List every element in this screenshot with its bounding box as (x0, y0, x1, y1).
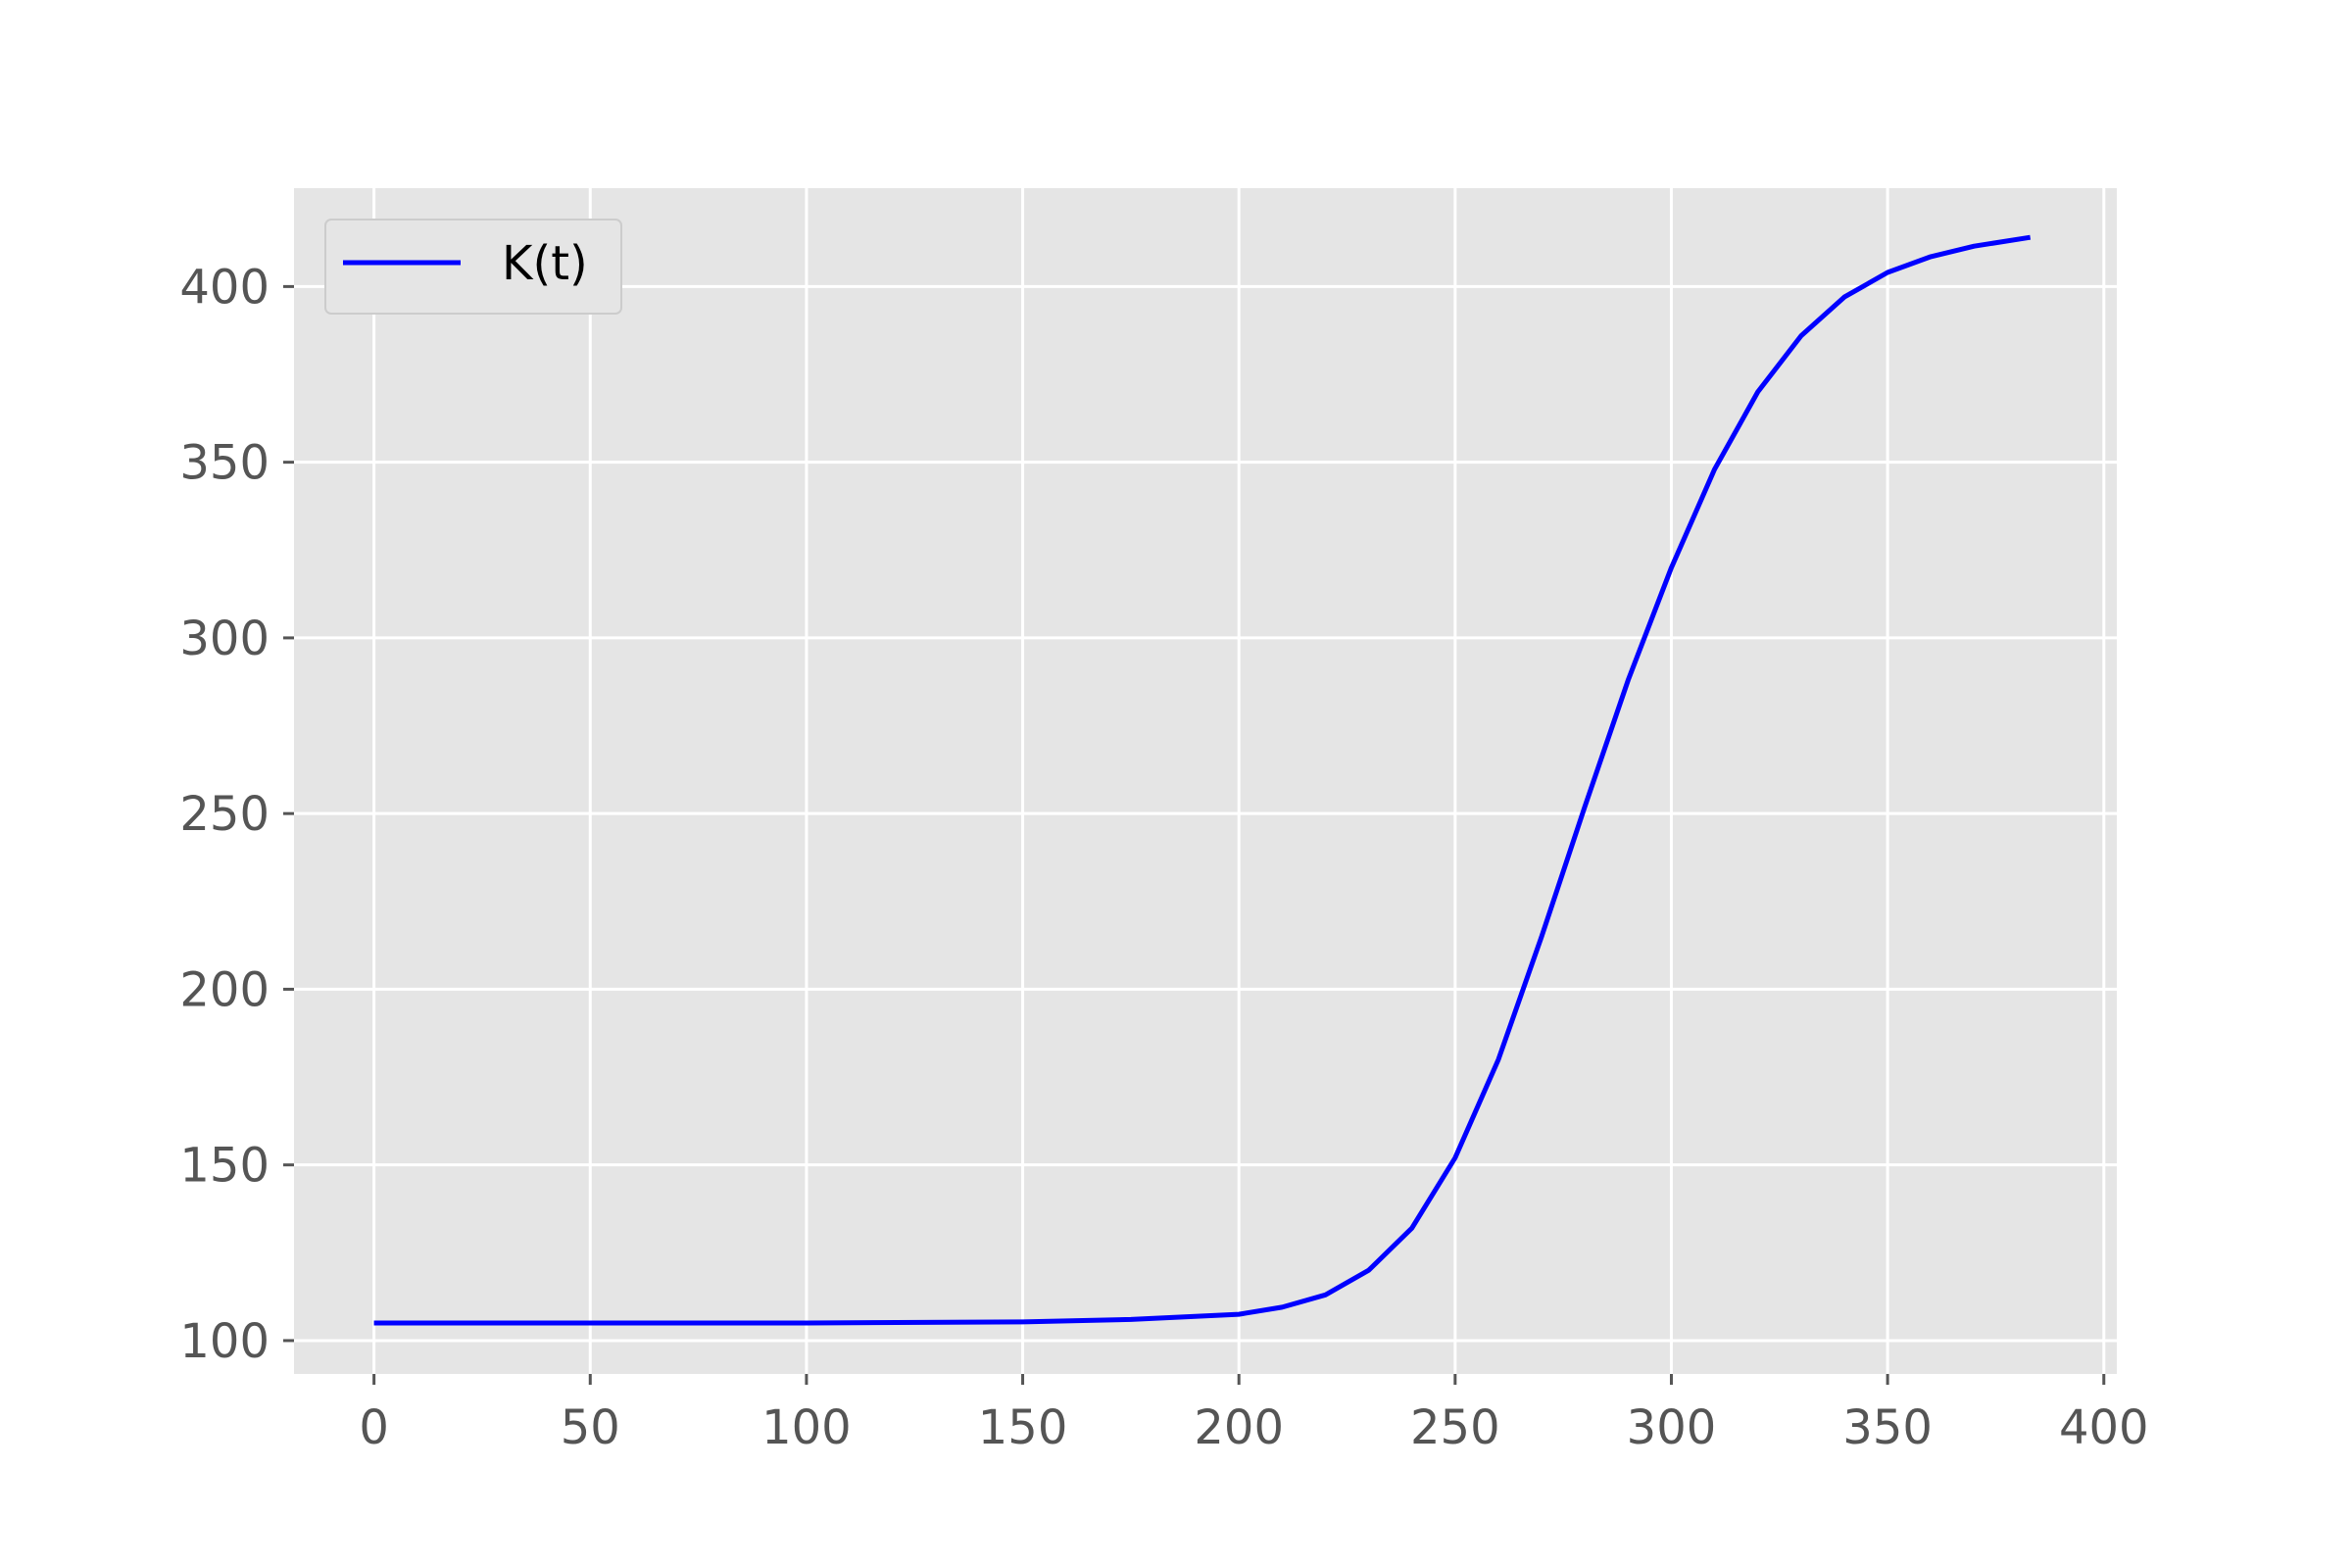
x-tick-label: 350 (1842, 1400, 1933, 1455)
x-tick-label: 300 (1627, 1400, 1717, 1455)
y-tick-label: 200 (179, 962, 270, 1017)
x-tick-label: 50 (561, 1400, 620, 1455)
legend: K(t) (324, 219, 622, 315)
y-tick-label: 300 (179, 612, 270, 666)
x-tick-label: 0 (359, 1400, 389, 1455)
y-tick-label: 400 (179, 260, 270, 315)
y-tick-label: 150 (179, 1139, 270, 1194)
x-tick-label: 100 (761, 1400, 852, 1455)
y-tick-label: 250 (179, 787, 270, 842)
x-tick-label: 200 (1194, 1400, 1284, 1455)
x-tick-label: 400 (2059, 1400, 2149, 1455)
plot-background (294, 188, 2117, 1374)
x-tick-label: 150 (978, 1400, 1068, 1455)
ticks: 0 50 100 150 200 250 300 350 400 100 150 200 250 300 3… (179, 260, 2148, 1455)
grid (294, 188, 2117, 1374)
y-tick-label: 350 (179, 436, 270, 491)
legend-box (324, 219, 622, 315)
series-layer (373, 234, 2032, 1326)
legend-label: K(t) (502, 236, 588, 291)
series-line-k-t (373, 234, 2032, 1326)
x-tick-label: 250 (1410, 1400, 1500, 1455)
y-tick-label: 100 (179, 1314, 270, 1369)
